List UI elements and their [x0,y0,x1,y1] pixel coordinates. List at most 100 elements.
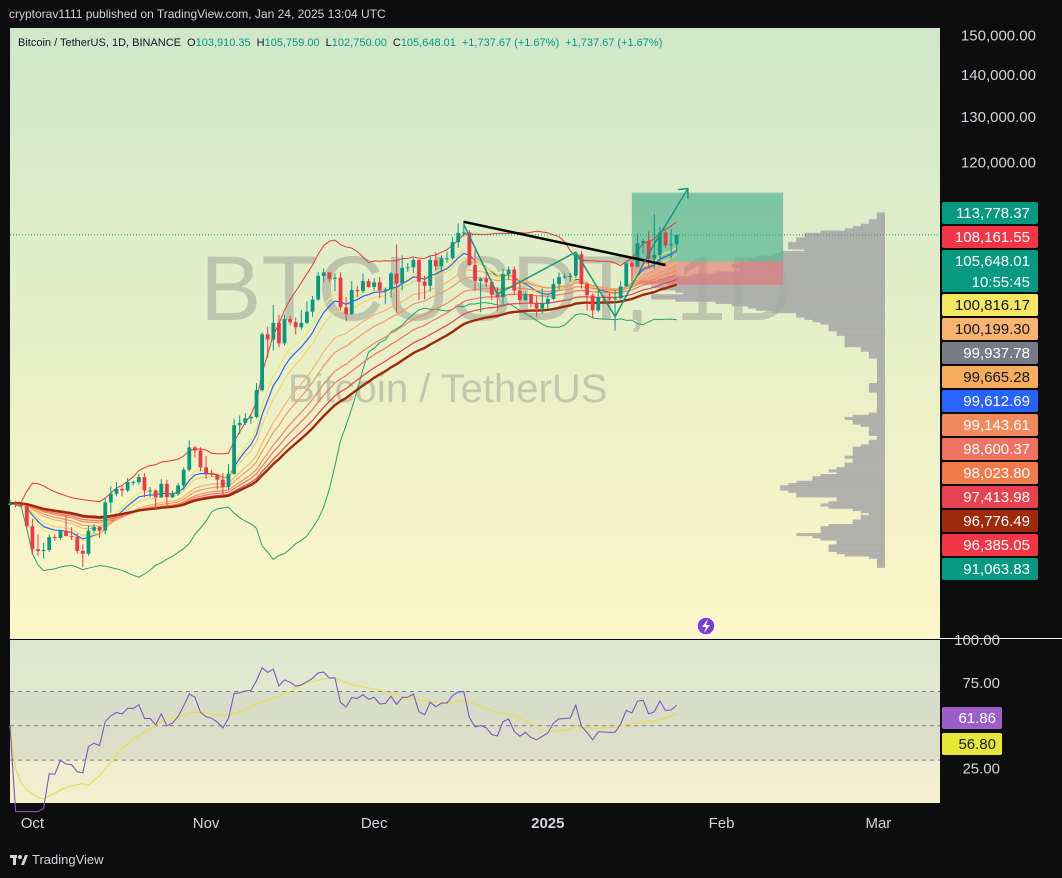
time-axis-tick: Nov [193,815,220,832]
volume-profile-bar [876,435,885,439]
price-label-text: 97,413.98 [963,489,1030,506]
publish-info: cryptorav1111 published on TradingView.c… [9,7,386,21]
time-axis[interactable]: Oct Nov Dec 2025 Feb Mar [21,815,892,832]
price-label-tag [942,250,1038,292]
candle-body [596,297,601,311]
candle-body [439,258,444,267]
candle-body [534,303,539,309]
volume-profile-bar [772,310,885,314]
candle-body [237,422,242,426]
volume-profile-bar [812,319,885,323]
price-pane-background [10,28,940,638]
legend-change-2: +1,737.67 (+1.67%) [565,37,662,49]
pattern-path[interactable] [463,224,655,319]
trendline[interactable] [463,220,666,267]
candle-body [41,550,46,552]
left-edge [0,28,10,846]
volume-profile-bar [860,514,885,518]
volume-profile-bar [844,339,885,343]
candle-body [629,263,634,267]
candle-body [187,447,192,470]
volume-profile-bar [844,335,885,339]
time-axis-tick: Dec [361,815,388,832]
volume-profile-bar [731,303,885,307]
candle-body [372,282,377,287]
volume-profile-bar [836,542,885,546]
volume-profile-bar [820,537,885,541]
candle-body [52,537,57,539]
volume-profile-bar [844,341,885,345]
volume-profile-bar [804,316,885,320]
legend-close-label: C [393,37,401,49]
news-flash-icon[interactable] [696,616,716,636]
volume-profile-bar [876,403,885,407]
volume-profile-bar [651,294,885,298]
volume-profile-bar [739,266,885,270]
volume-profile-bar [876,214,885,218]
volume-profile-bar [747,257,885,261]
position-stop-zone[interactable] [631,261,784,285]
volume-profile-bar [780,250,885,254]
candle-body [265,334,270,340]
volume-profile-bar [852,414,885,418]
volume-profile-bar [836,496,885,500]
projection-arrow[interactable] [653,188,689,245]
volume-profile-bar [796,492,885,496]
candle-body [47,537,52,551]
candle-body [209,473,214,475]
legend-high: 105,759.00 [265,37,320,49]
volume-profile-bar [755,307,885,311]
price-axis-tick: 140,000.00 [961,67,1036,84]
volume-profile-bar [860,510,885,514]
long-position-tool[interactable] [631,192,784,285]
drawings[interactable] [10,187,940,319]
volume-profile-bar [852,421,885,425]
price-label-tag [942,318,1038,340]
candle-body [333,277,337,279]
volume-profile-bar [812,535,885,539]
price-label-text: 99,665.28 [963,369,1030,386]
volume-profile-bar [796,237,885,241]
position-target-zone[interactable] [631,192,784,262]
volume-profile-bar [852,519,885,523]
price-axis[interactable]: 150,000.00 140,000.00 130,000.00 120,000.00 [961,28,1036,172]
volume-profile-bar [804,235,885,239]
candle-body [641,241,645,244]
rsi-axis-tick: 25.00 [962,761,1000,778]
candle-body [97,527,102,531]
volume-profile-bar [868,355,885,359]
candle-body [120,488,124,491]
candle-body [607,297,612,299]
volume-profile-bar [844,455,885,459]
footer: TradingView [0,846,1062,878]
candle-body [428,259,433,286]
volume-profile-bar [651,285,885,289]
volume-profile-bar [828,328,885,332]
price-label-text: 99,143.61 [963,417,1030,434]
candle-body [142,477,147,491]
volume-profile-bar [820,530,885,534]
volume-profile-bar [828,548,885,552]
price-label-tag [942,226,1038,248]
candle-body [243,418,248,423]
volume-profile-bar [876,392,885,396]
volume-profile-bar [868,385,885,389]
rsi-indicator [9,666,940,813]
tradingview-brand[interactable]: TradingView [10,852,104,867]
bollinger-lower-line [9,302,677,578]
price-label-text: 108,161.55 [955,229,1030,246]
price-label-tag [942,558,1038,580]
volume-profile-bar [876,405,885,409]
candle-body [226,473,231,488]
volume-profile-bar [876,394,885,398]
candle-body [540,303,545,309]
ema-ribbon-line-8 [10,283,678,519]
price-label-text: 91,063.83 [963,561,1030,578]
candle-body [445,258,449,260]
volume-profile-bar [876,376,885,380]
price-label-tag [942,294,1038,316]
volume-profile-bar [876,371,885,375]
candle-body [349,289,354,315]
volume-profile-bar [820,528,885,532]
